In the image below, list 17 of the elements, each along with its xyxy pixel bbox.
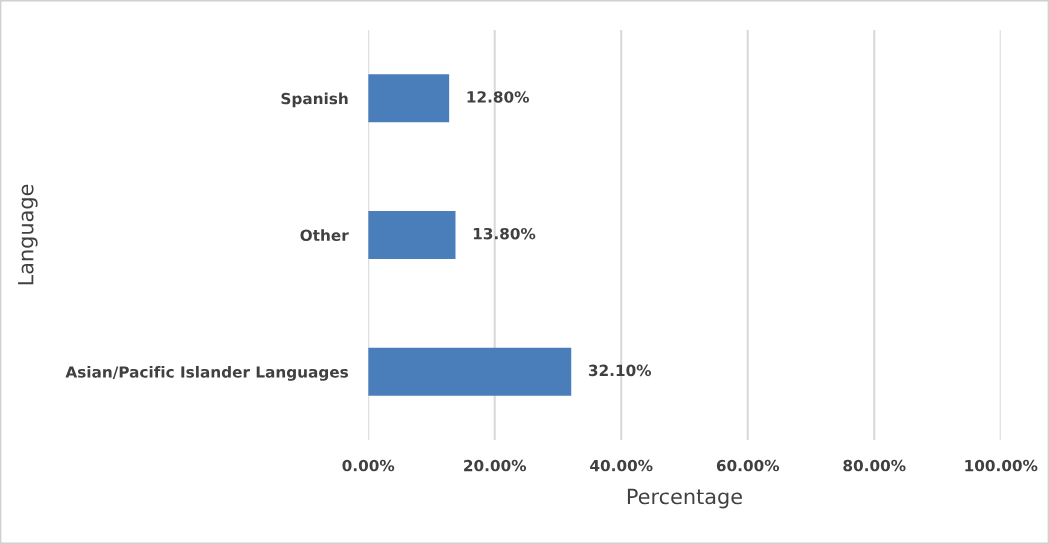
x-tick-label: 100.00% [965, 459, 1038, 472]
x-tick-label: 80.00% [843, 459, 906, 472]
data-label: 32.10% [588, 364, 652, 377]
y-tick-label: Spanish [281, 92, 348, 108]
x-tick-label: 40.00% [590, 459, 653, 472]
x-tick-label: 60.00% [716, 459, 780, 472]
x-tick-label: 0.00% [342, 459, 395, 472]
data-label: 13.80% [473, 227, 536, 240]
y-axis-title: Language [18, 184, 38, 285]
data-label: 12.80% [467, 91, 529, 103]
x-axis-title: Percentage [627, 488, 742, 509]
bar [368, 211, 456, 259]
y-tick-label: Asian/Pacific Islander Languages [65, 365, 349, 381]
bar [368, 74, 450, 123]
bar [368, 347, 572, 396]
x-tick-label: 20.00% [464, 459, 527, 472]
y-tick-label: Other [300, 229, 349, 242]
